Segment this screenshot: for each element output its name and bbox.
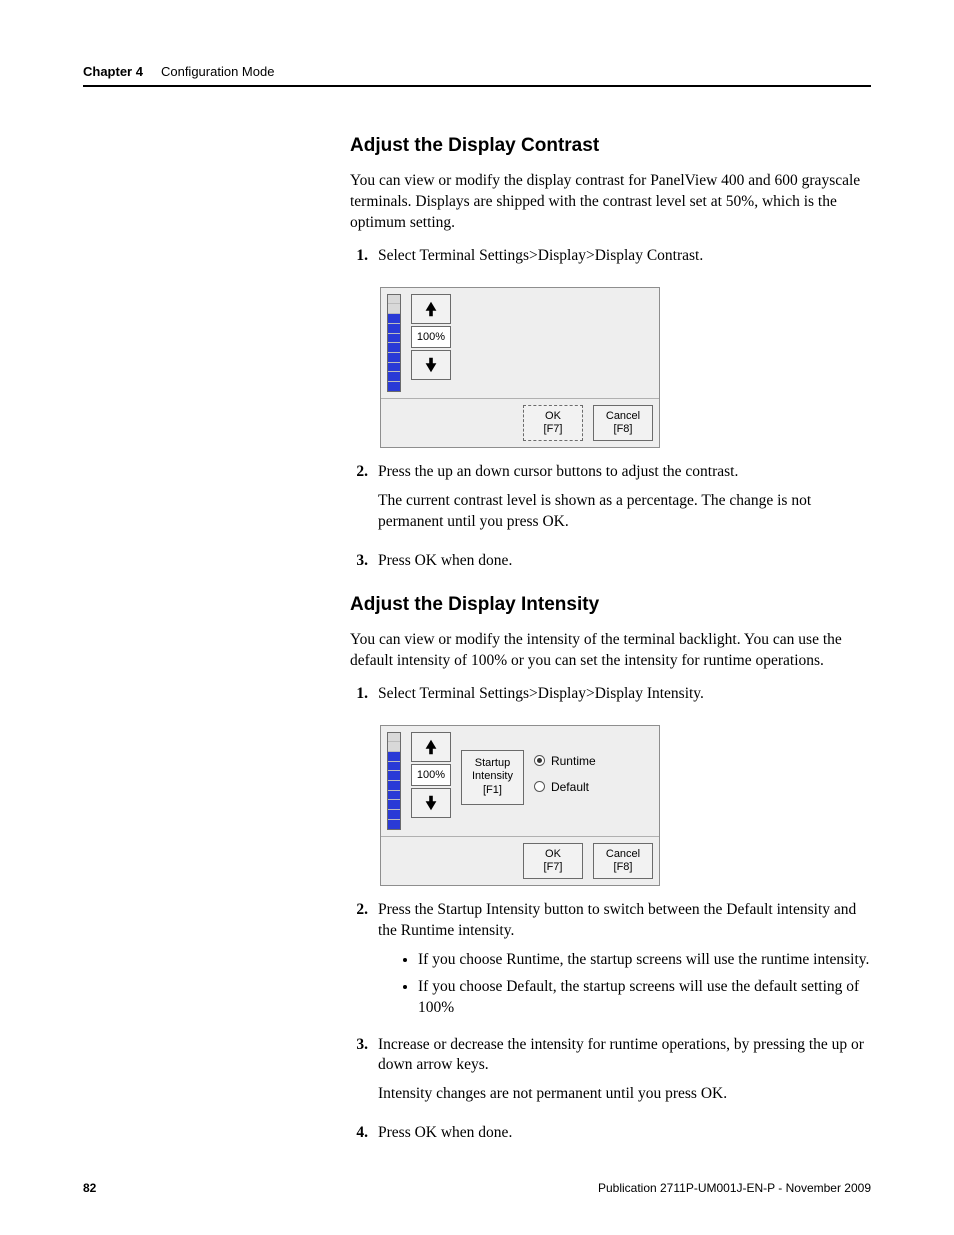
startup-intensity-button[interactable]: Startup Intensity [F1]: [461, 750, 524, 805]
bullet: If you choose Default, the startup scree…: [418, 977, 870, 1019]
contrast-gauge: [387, 294, 401, 392]
step-number: 3.: [350, 551, 368, 572]
step-number: 4.: [350, 1123, 368, 1144]
radio-default[interactable]: Default: [534, 780, 596, 794]
step-number: 2.: [350, 900, 368, 1025]
down-arrow-button[interactable]: [411, 350, 451, 380]
cancel-label: Cancel: [594, 848, 652, 861]
step-number: 2.: [350, 462, 368, 541]
step-text: Increase or decrease the intensity for r…: [378, 1035, 870, 1077]
step-text: Press the Startup Intensity button to sw…: [378, 900, 870, 942]
publication-info: Publication 2711P-UM001J-EN-P - November…: [598, 1181, 871, 1195]
page-number: 82: [83, 1181, 96, 1195]
intensity-gauge: [387, 732, 401, 830]
contrast-value: 100%: [411, 326, 451, 348]
cancel-button[interactable]: Cancel [F8]: [593, 843, 653, 879]
up-arrow-icon: [422, 300, 440, 318]
up-arrow-button[interactable]: [411, 294, 451, 324]
section1-heading: Adjust the Display Contrast: [350, 135, 870, 157]
down-arrow-icon: [422, 794, 440, 812]
radio-runtime[interactable]: Runtime: [534, 754, 596, 768]
startup-l1: Startup: [472, 757, 513, 771]
step-number: 3.: [350, 1035, 368, 1114]
cancel-button[interactable]: Cancel [F8]: [593, 405, 653, 441]
down-arrow-button[interactable]: [411, 788, 451, 818]
section2-heading: Adjust the Display Intensity: [350, 594, 870, 616]
intensity-dialog-figure: 100% Startup Intensity [F1]: [380, 725, 870, 886]
startup-l3: [F1]: [472, 784, 513, 798]
page-header: Chapter 4 Configuration Mode: [83, 64, 871, 87]
cancel-key: [F8]: [594, 423, 652, 436]
ok-key: [F7]: [524, 423, 582, 436]
step-text: Press the up an down cursor buttons to a…: [378, 462, 870, 483]
up-arrow-button[interactable]: [411, 732, 451, 762]
section1-intro: You can view or modify the display contr…: [350, 171, 870, 234]
ok-label: OK: [524, 848, 582, 861]
step-text: Select Terminal Settings>Display>Display…: [378, 246, 870, 267]
radio-icon: [534, 755, 545, 766]
header-chapter: Chapter 4: [83, 64, 143, 79]
step-text: Press OK when done.: [378, 551, 870, 572]
contrast-dialog-figure: 100% OK [F7] Cancel [F8]: [380, 287, 870, 448]
radio-default-label: Default: [551, 780, 589, 794]
ok-key: [F7]: [524, 861, 582, 874]
ok-label: OK: [524, 410, 582, 423]
up-arrow-icon: [422, 738, 440, 756]
cancel-label: Cancel: [594, 410, 652, 423]
step-number: 1.: [350, 684, 368, 705]
intensity-value: 100%: [411, 764, 451, 786]
step-text: Press OK when done.: [378, 1123, 870, 1144]
step-text: The current contrast level is shown as a…: [378, 491, 870, 533]
page-footer: 82 Publication 2711P-UM001J-EN-P - Novem…: [83, 1181, 871, 1195]
cancel-key: [F8]: [594, 861, 652, 874]
bullet: If you choose Runtime, the startup scree…: [418, 950, 870, 971]
step-text: Intensity changes are not permanent unti…: [378, 1084, 870, 1105]
radio-icon: [534, 781, 545, 792]
startup-l2: Intensity: [472, 770, 513, 784]
header-title: Configuration Mode: [161, 64, 274, 79]
section2-intro: You can view or modify the intensity of …: [350, 630, 870, 672]
down-arrow-icon: [422, 356, 440, 374]
ok-button[interactable]: OK [F7]: [523, 405, 583, 441]
header-rule: [83, 85, 871, 87]
step-text: Select Terminal Settings>Display>Display…: [378, 684, 870, 705]
radio-runtime-label: Runtime: [551, 754, 596, 768]
ok-button[interactable]: OK [F7]: [523, 843, 583, 879]
step-number: 1.: [350, 246, 368, 267]
